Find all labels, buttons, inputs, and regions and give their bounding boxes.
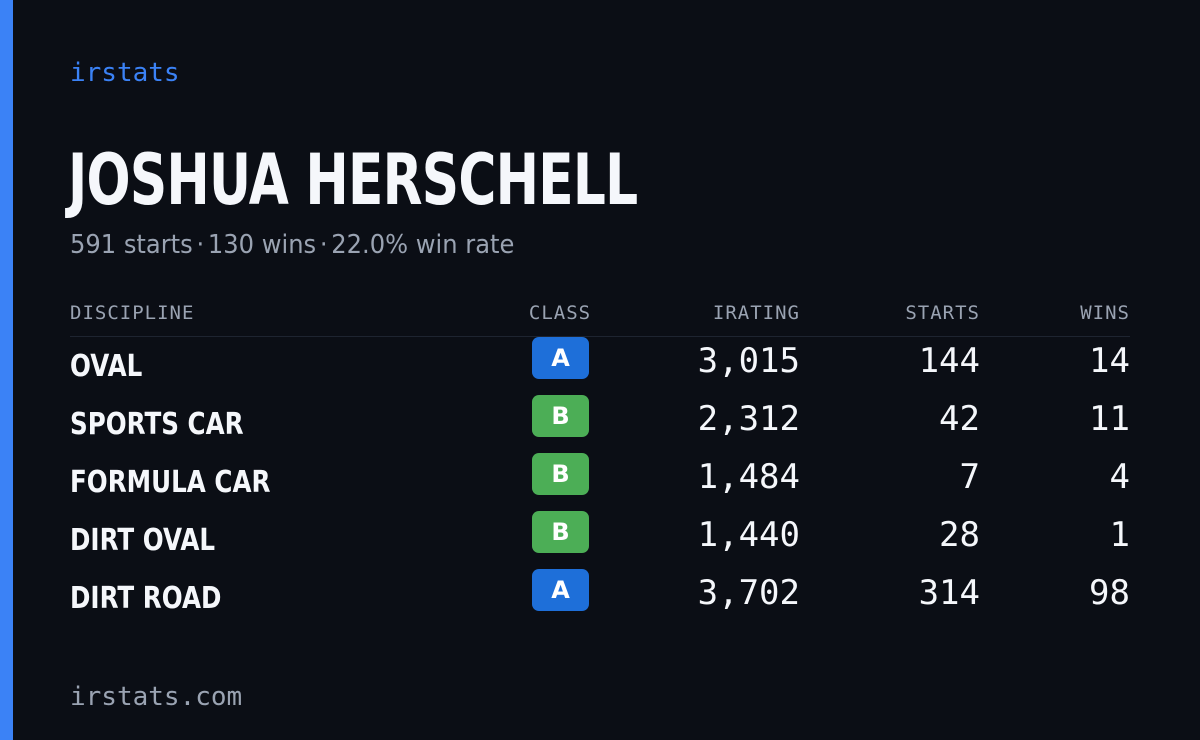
table-row: OVAL A 3,015 144 14 [70,337,1130,395]
class-badge: A [532,337,589,379]
header-class: CLASS [525,298,595,328]
class-badge: A [532,569,589,611]
table-row: DIRT ROAD A 3,702 314 98 [70,569,1130,627]
driver-name: JOSHUA HERSCHELL [68,135,637,225]
wins-value: 11 [1089,399,1130,439]
header-irating: IRATING [713,298,800,328]
starts-value: 7 [960,457,980,497]
starts-value: 28 [939,515,980,555]
win-rate-summary: 22.0% win rate [331,230,514,260]
wins-value: 14 [1089,341,1130,381]
header-wins: WINS [1080,298,1130,328]
class-badge: B [532,511,589,553]
starts-summary: 591 starts [70,230,193,260]
brand-logo: irstats [70,56,180,90]
irating-value: 3,702 [698,573,800,613]
discipline-name: DIRT ROAD [70,579,221,619]
summary-separator: · [193,230,208,260]
header-starts: STARTS [905,298,980,328]
table-row: FORMULA CAR B 1,484 7 4 [70,453,1130,511]
footer-url: irstats.com [70,680,242,714]
discipline-name: OVAL [70,347,142,387]
summary-separator: · [316,230,331,260]
wins-value: 98 [1089,573,1130,613]
driver-summary: 591 starts · 130 wins · 22.0% win rate [70,227,514,263]
discipline-name: DIRT OVAL [70,521,215,561]
discipline-name: FORMULA CAR [70,463,270,503]
wins-summary: 130 wins [208,230,316,260]
irating-value: 2,312 [698,399,800,439]
class-badge: B [532,453,589,495]
starts-value: 314 [919,573,980,613]
table-header: DISCIPLINE CLASS IRATING STARTS WINS [70,296,1130,337]
irating-value: 3,015 [698,341,800,381]
header-discipline: DISCIPLINE [70,298,194,328]
class-badge: B [532,395,589,437]
wins-value: 4 [1110,457,1130,497]
table-row: SPORTS CAR B 2,312 42 11 [70,395,1130,453]
starts-value: 144 [919,341,980,381]
wins-value: 1 [1110,515,1130,555]
irating-value: 1,440 [698,515,800,555]
accent-bar [0,0,13,740]
starts-value: 42 [939,399,980,439]
table-row: DIRT OVAL B 1,440 28 1 [70,511,1130,569]
irating-value: 1,484 [698,457,800,497]
discipline-table: DISCIPLINE CLASS IRATING STARTS WINS OVA… [70,296,1130,627]
discipline-name: SPORTS CAR [70,405,244,445]
